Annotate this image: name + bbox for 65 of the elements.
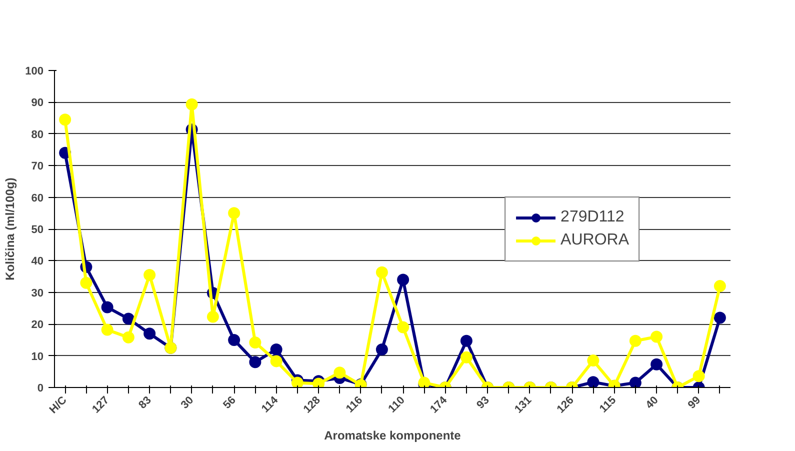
x-tick-label: 83: [136, 394, 154, 412]
point: [629, 376, 642, 388]
x-tick-label: 30: [178, 394, 196, 412]
point: [228, 334, 240, 346]
y-tick-label: 60: [31, 192, 44, 204]
point: [650, 330, 663, 343]
point: [101, 301, 114, 314]
point: [460, 334, 472, 347]
point: [80, 276, 92, 289]
y-tick-label: 0: [37, 382, 44, 394]
x-tick-label: 114: [260, 394, 282, 416]
point: [228, 207, 240, 220]
y-tick-label: 10: [31, 350, 44, 363]
y-axis-title: Količina (ml/100g): [3, 178, 18, 280]
x-tick-label: 93: [474, 394, 492, 412]
point: [460, 351, 472, 364]
point: [144, 328, 156, 340]
point: [397, 274, 410, 286]
point: [144, 268, 156, 281]
point: [101, 324, 114, 336]
point: [186, 98, 198, 110]
legend-label: AURORA: [560, 231, 629, 249]
point: [122, 312, 134, 325]
point: [714, 280, 726, 292]
point: [397, 321, 410, 334]
point: [587, 376, 600, 388]
y-tick-label: 80: [31, 128, 44, 141]
point: [650, 358, 663, 370]
y-tick-label: 30: [31, 287, 44, 300]
point: [692, 370, 705, 382]
point: [291, 376, 304, 388]
point: [59, 114, 72, 126]
point: [312, 378, 325, 388]
x-tick-label: 56: [221, 394, 238, 412]
x-tick-label: 174: [428, 394, 450, 416]
point: [270, 343, 282, 356]
x-tick-label: 40: [644, 394, 661, 412]
x-tick-label: 110: [386, 394, 408, 416]
y-tick-label: 50: [31, 224, 44, 236]
x-tick-label: 116: [344, 394, 366, 416]
y-tick-label: 40: [31, 256, 44, 268]
x-tick-label: 127: [90, 394, 112, 416]
x-tick-label: 99: [686, 394, 704, 412]
point: [629, 334, 642, 347]
legend-label: 279D112: [560, 208, 624, 226]
x-tick-label: 131: [512, 394, 534, 416]
point: [270, 355, 282, 368]
x-axis-title: Aromatske komponente: [324, 428, 462, 442]
point: [714, 312, 726, 324]
point: [376, 266, 388, 278]
x-tick-label: 115: [598, 394, 619, 416]
y-tick-label: 70: [31, 160, 44, 173]
x-tick-label: H/C: [47, 394, 70, 416]
point: [249, 356, 262, 368]
point: [376, 343, 388, 356]
x-tick-label: 128: [301, 394, 323, 416]
y-tick-label: 100: [25, 66, 44, 78]
point: [334, 366, 346, 379]
point: [587, 354, 600, 367]
y-tick-label: 90: [31, 97, 44, 110]
point: [206, 310, 219, 323]
point: [249, 336, 262, 348]
x-tick-label: 126: [554, 394, 576, 416]
point: [122, 331, 134, 344]
y-tick-label: 20: [31, 319, 44, 332]
